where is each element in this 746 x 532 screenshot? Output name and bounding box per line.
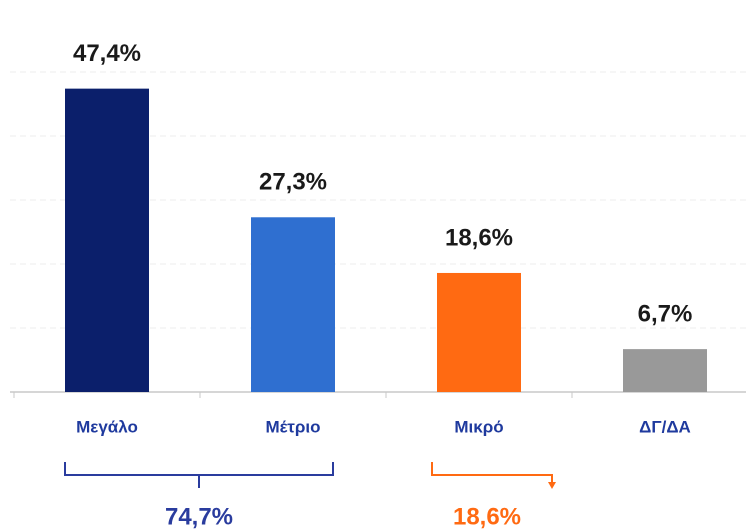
value-label: 27,3% <box>259 169 327 196</box>
bar <box>623 349 707 392</box>
bar <box>65 88 149 392</box>
value-label: 6,7% <box>638 300 693 327</box>
annotation: 74,7% <box>165 503 233 530</box>
annotation: 18,6% <box>453 503 521 530</box>
x-tick-label: Μεγάλο <box>76 417 138 436</box>
bracket <box>64 462 334 488</box>
x-tick-label: ΔΓ/ΔΑ <box>639 417 691 436</box>
bracket <box>431 462 553 484</box>
bar <box>437 272 521 392</box>
bracket-arrow <box>548 482 556 489</box>
x-tick-label: Μέτριο <box>265 417 320 436</box>
value-label: 47,4% <box>73 40 141 67</box>
value-label: 18,6% <box>445 224 513 251</box>
x-tick-label: Μικρό <box>454 417 503 436</box>
bar <box>251 217 335 392</box>
